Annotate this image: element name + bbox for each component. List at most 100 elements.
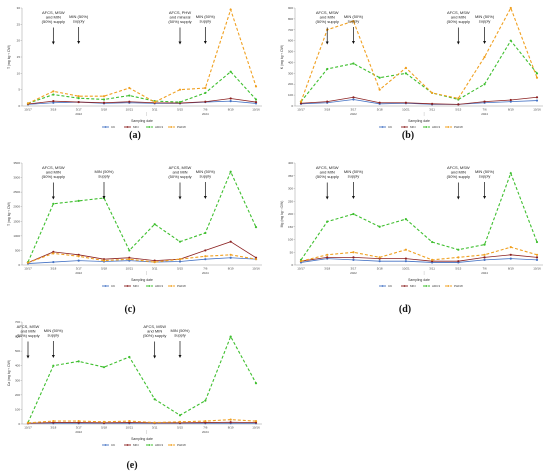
y-tick-label: 25: [17, 22, 21, 26]
x-tick-label: 7/6: [203, 426, 208, 430]
y-tick-label: 250: [288, 199, 293, 203]
data-point-phfw: [431, 258, 434, 261]
data-point-phfw: [229, 418, 232, 421]
legend-marker: [170, 126, 173, 128]
data-point-adc3: [128, 355, 131, 359]
panel-label: (b): [402, 130, 414, 141]
data-point-adc3: [178, 100, 182, 104]
data-point-phfw: [404, 248, 407, 251]
y-tick-label: 400: [15, 364, 20, 368]
data-point-adc3: [352, 62, 355, 65]
legend-entry: MIN: [133, 125, 139, 129]
x-tick-label: 5/15: [177, 267, 183, 271]
annotation-arrowhead: [203, 196, 207, 199]
legend-marker: [104, 444, 107, 446]
data-point-phfw: [77, 419, 80, 423]
data-point-min: [229, 240, 232, 243]
data-point-adc3: [153, 398, 156, 401]
annotation-arrowhead: [178, 196, 182, 200]
annotation-text: AFCS, MSW: [42, 10, 65, 15]
series-line-ck: [300, 258, 538, 263]
annotation-arrowhead: [51, 196, 55, 200]
annotation-arrowhead: [153, 355, 157, 359]
annotation-arrowhead: [51, 41, 55, 45]
data-point-min: [483, 100, 486, 103]
data-point-phfw: [299, 100, 303, 103]
annotation-arrowhead: [456, 41, 460, 45]
annotation-text: MIN (50%): [196, 14, 216, 19]
data-point-adc3: [229, 70, 232, 73]
data-point-phfw: [535, 76, 539, 79]
x-tick-label: 10/21: [126, 426, 134, 430]
data-point-min: [52, 100, 55, 103]
y-tick-label: 350: [288, 174, 293, 178]
y-tick-label: 600: [15, 335, 20, 339]
data-point-ck: [509, 100, 512, 103]
data-point-phfw: [128, 258, 131, 261]
x-tick-label: 3/18: [50, 108, 56, 112]
annotation-text: (50%) supply: [316, 174, 339, 179]
annotation-text: and MIN: [20, 329, 35, 334]
x-tick-label: 5/18: [377, 108, 383, 112]
x-tick-label: 7/6: [482, 108, 487, 112]
data-point-phfw: [26, 421, 30, 424]
legend-entry: PHFW: [177, 443, 186, 447]
series-line-ck: [27, 100, 257, 105]
panel-label: (e): [126, 460, 137, 471]
legend-marker: [170, 444, 173, 446]
x-axis-label: Sampling date: [131, 278, 153, 282]
data-point-adc3: [204, 91, 207, 95]
x-tick-label: 10/17: [24, 267, 32, 271]
data-point-phfw: [229, 253, 232, 256]
data-point-adc3: [204, 231, 207, 235]
data-point-ck: [229, 100, 232, 103]
data-point-adc3: [509, 172, 512, 175]
legend-marker: [425, 126, 428, 128]
y-tick-label: 200: [288, 82, 293, 86]
annotation-text: supply: [174, 333, 186, 338]
legend-marker: [126, 285, 129, 287]
annotation-arrowhead: [102, 196, 106, 199]
annotation-text: MIN (50%): [69, 14, 89, 19]
y-axis-label: Mg (mg kg⁻¹ DW): [280, 201, 284, 228]
annotation-text: supply: [479, 19, 491, 24]
data-point-adc3: [204, 399, 207, 402]
year-label: 2022: [75, 430, 82, 434]
annotation-text: supply: [48, 333, 60, 338]
x-tick-label: 10/17: [24, 108, 32, 112]
annotation-text: supply: [479, 174, 491, 179]
annotation-text: (50%) supply: [447, 174, 470, 179]
panel-label: (d): [399, 304, 411, 315]
legend-entry: ADC3: [155, 284, 163, 288]
data-point-adc3: [128, 249, 131, 252]
annotation-text: supply: [200, 174, 212, 179]
year-label: 2022: [75, 112, 82, 116]
data-point-ck: [77, 259, 80, 262]
legend-entry: ADC3: [155, 125, 163, 129]
legend: CK MIN ADC3 PHFW: [379, 284, 463, 288]
annotation-text: MIN (50%): [44, 328, 64, 333]
legend-entry: CK: [111, 125, 115, 129]
annotation-text: MIN (50%): [170, 328, 190, 333]
data-point-min: [229, 97, 232, 100]
data-point-phfw: [178, 420, 182, 423]
data-point-phfw: [204, 419, 207, 423]
annotation-text: supply: [348, 174, 360, 179]
data-point-min: [102, 101, 106, 104]
data-point-ck: [378, 260, 381, 263]
legend-entry: PHFW: [177, 284, 186, 288]
annotation-arrowhead: [77, 41, 81, 44]
data-point-phfw: [431, 91, 434, 95]
data-point-ck: [352, 98, 355, 101]
data-point-phfw: [128, 86, 131, 90]
annotation-text: AFCS, MSW: [447, 165, 470, 170]
x-tick-label: 3/17: [351, 108, 357, 112]
data-point-ck: [509, 257, 512, 260]
x-tick-label: 3/17: [351, 267, 357, 271]
legend: CK MIN ADC3 PHFW: [379, 125, 463, 129]
y-tick-label: 2500: [13, 190, 20, 194]
x-tick-label: 10/17: [297, 267, 305, 271]
annotation-text: (50%) supply: [168, 19, 191, 24]
annotation-text: AFCS, MSW: [316, 165, 339, 170]
